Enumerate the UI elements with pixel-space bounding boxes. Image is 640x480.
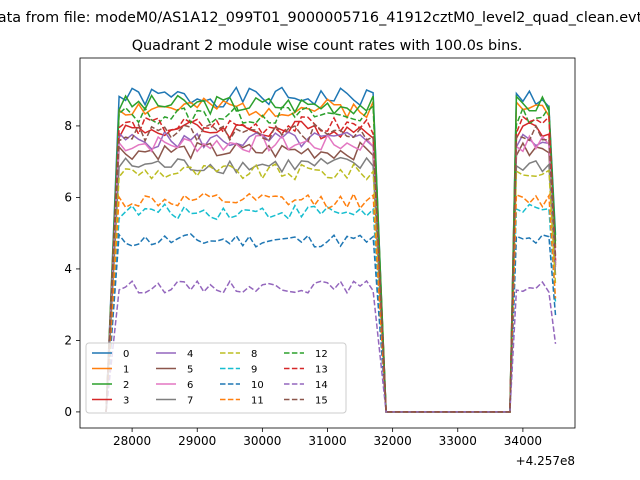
legend-label-6: 6	[187, 380, 193, 391]
x-tick-label: 31000	[308, 434, 346, 448]
series-line-10	[105, 232, 557, 413]
y-tick-label: 4	[64, 262, 72, 276]
y-tick-label: 8	[64, 119, 72, 133]
chart-title: Quadrant 2 module wise count rates with …	[132, 38, 523, 54]
plot-area-frame	[79, 57, 576, 429]
y-tick-label: 2	[64, 333, 72, 347]
x-tick-label: 34000	[504, 434, 542, 448]
legend-label-1: 1	[123, 365, 129, 376]
series-line-13	[105, 115, 557, 413]
legend-label-0: 0	[123, 349, 129, 360]
y-tick-label: 0	[64, 405, 72, 419]
x-offset-text: +4.257e8	[516, 454, 575, 468]
x-tick-label: 28000	[113, 434, 151, 448]
series-line-8	[105, 162, 557, 413]
x-tick-label: 32000	[374, 434, 412, 448]
legend-label-5: 5	[187, 365, 193, 376]
legend-label-13: 13	[315, 365, 328, 376]
legend-label-11: 11	[251, 396, 264, 407]
legend-label-3: 3	[123, 396, 129, 407]
x-tick-label: 33000	[439, 434, 477, 448]
chart-suptitle: ata from file: modeM0/AS1A12_099T01_9000…	[0, 10, 640, 26]
x-tick-label: 30000	[243, 434, 281, 448]
axis-ticks: 28000 29000 30000 31000 32000 33000 34000 0 2 4 6 8	[64, 119, 542, 448]
legend-label-7: 7	[187, 396, 193, 407]
legend-label-2: 2	[123, 380, 129, 391]
legend-label-9: 9	[251, 365, 257, 376]
legend-label-10: 10	[251, 380, 264, 391]
legend-label-4: 4	[187, 349, 193, 360]
legend-label-14: 14	[315, 380, 328, 391]
legend-label-8: 8	[251, 349, 257, 360]
x-tick-label: 29000	[178, 434, 216, 448]
plot-lines	[105, 85, 557, 413]
series-line-14	[105, 279, 557, 413]
legend-frame	[85, 342, 347, 414]
legend-label-12: 12	[315, 349, 328, 360]
y-tick-label: 6	[64, 190, 72, 204]
legend-label-15: 15	[315, 396, 328, 407]
series-line-15	[105, 122, 557, 413]
